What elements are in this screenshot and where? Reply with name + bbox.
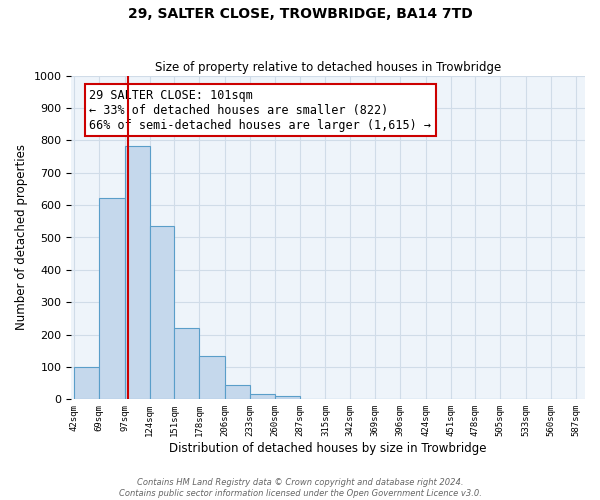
Bar	[99, 198, 125, 400]
Text: 29, SALTER CLOSE, TROWBRIDGE, BA14 7TD: 29, SALTER CLOSE, TROWBRIDGE, BA14 7TD	[128, 8, 472, 22]
Bar	[199, 356, 225, 400]
Bar	[74, 367, 99, 400]
Bar	[149, 226, 175, 400]
Y-axis label: Number of detached properties: Number of detached properties	[15, 144, 28, 330]
Title: Size of property relative to detached houses in Trowbridge: Size of property relative to detached ho…	[155, 62, 501, 74]
Text: 29 SALTER CLOSE: 101sqm
← 33% of detached houses are smaller (822)
66% of semi-d: 29 SALTER CLOSE: 101sqm ← 33% of detache…	[89, 88, 431, 132]
Bar	[250, 394, 275, 400]
Bar	[225, 385, 250, 400]
Bar	[175, 328, 199, 400]
X-axis label: Distribution of detached houses by size in Trowbridge: Distribution of detached houses by size …	[169, 442, 487, 455]
Bar	[125, 146, 149, 400]
Bar	[275, 396, 299, 400]
Text: Contains HM Land Registry data © Crown copyright and database right 2024.
Contai: Contains HM Land Registry data © Crown c…	[119, 478, 481, 498]
